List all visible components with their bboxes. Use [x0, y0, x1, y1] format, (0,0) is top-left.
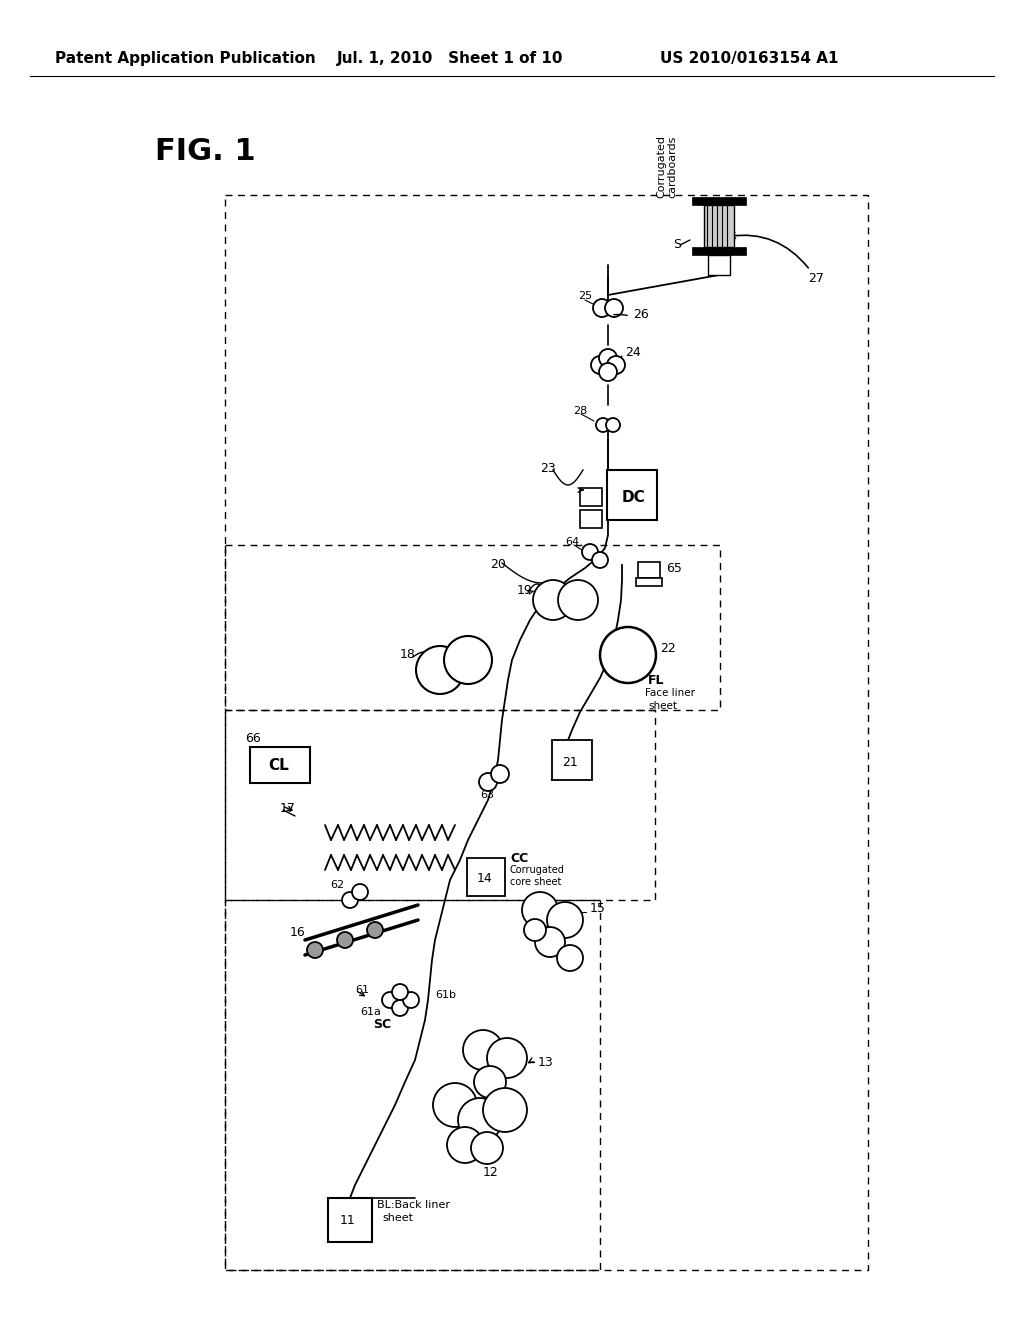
Circle shape [444, 636, 492, 684]
Text: 18: 18 [400, 648, 416, 661]
Bar [467, 858, 505, 896]
Text: FL: FL [648, 673, 665, 686]
Text: 62: 62 [330, 880, 344, 890]
Text: Jul. 1, 2010   Sheet 1 of 10: Jul. 1, 2010 Sheet 1 of 10 [337, 50, 563, 66]
Circle shape [342, 892, 358, 908]
Circle shape [557, 945, 583, 972]
Text: sheet: sheet [648, 701, 677, 711]
Text: core sheet: core sheet [510, 876, 561, 887]
Circle shape [337, 932, 353, 948]
Text: 24: 24 [625, 346, 641, 359]
Text: 65: 65 [666, 561, 682, 574]
Circle shape [487, 1038, 527, 1078]
Circle shape [458, 1098, 502, 1142]
Text: FIG. 1: FIG. 1 [155, 137, 256, 166]
Text: 12: 12 [483, 1166, 499, 1179]
Text: S: S [673, 239, 681, 252]
Text: 14: 14 [477, 871, 493, 884]
Bar [580, 510, 602, 528]
Circle shape [490, 766, 509, 783]
Bar [705, 205, 734, 247]
Text: 25: 25 [578, 290, 592, 301]
Circle shape [599, 363, 617, 381]
Bar [708, 255, 730, 275]
Bar [636, 578, 662, 586]
Circle shape [479, 774, 497, 791]
Circle shape [433, 1082, 477, 1127]
Circle shape [392, 1001, 408, 1016]
Circle shape [607, 356, 625, 374]
Circle shape [606, 418, 620, 432]
Text: 19: 19 [517, 583, 532, 597]
Circle shape [547, 902, 583, 939]
Circle shape [593, 300, 611, 317]
Text: BL:Back liner: BL:Back liner [377, 1200, 450, 1210]
Text: SC: SC [373, 1019, 391, 1031]
Bar [638, 562, 660, 578]
Text: Patent Application Publication: Patent Application Publication [55, 50, 315, 66]
Circle shape [474, 1067, 506, 1098]
Circle shape [352, 884, 368, 900]
Bar [250, 747, 310, 783]
Circle shape [592, 552, 608, 568]
Circle shape [582, 544, 598, 560]
Circle shape [524, 919, 546, 941]
Bar [580, 488, 602, 506]
Text: US 2010/0163154 A1: US 2010/0163154 A1 [660, 50, 839, 66]
Text: 61: 61 [355, 985, 369, 995]
Text: CL: CL [268, 758, 289, 772]
Text: 66: 66 [245, 731, 261, 744]
Bar [692, 197, 746, 205]
Circle shape [605, 300, 623, 317]
Text: 61a: 61a [360, 1007, 381, 1016]
Circle shape [522, 892, 558, 928]
Circle shape [307, 942, 323, 958]
Circle shape [596, 418, 610, 432]
Text: CC: CC [510, 851, 528, 865]
Circle shape [463, 1030, 503, 1071]
Text: Corrugated
cardboards: Corrugated cardboards [656, 135, 678, 198]
Text: 16: 16 [290, 927, 306, 940]
Circle shape [599, 348, 617, 367]
Bar [328, 1199, 372, 1242]
Text: 21: 21 [562, 755, 578, 768]
Bar [552, 741, 592, 780]
Circle shape [600, 627, 656, 682]
Text: 28: 28 [573, 407, 587, 416]
Text: 63: 63 [480, 789, 494, 800]
Circle shape [382, 993, 398, 1008]
Text: 61b: 61b [435, 990, 456, 1001]
Bar [692, 247, 746, 255]
Text: 13: 13 [538, 1056, 554, 1068]
Text: 64: 64 [565, 537, 580, 546]
Circle shape [483, 1088, 527, 1133]
Text: Corrugated: Corrugated [510, 865, 565, 875]
Circle shape [416, 645, 464, 694]
Circle shape [591, 356, 609, 374]
Text: Face liner: Face liner [645, 688, 695, 698]
Text: 15: 15 [590, 902, 606, 915]
Text: DC: DC [622, 490, 646, 504]
Text: sheet: sheet [382, 1213, 413, 1224]
Circle shape [403, 993, 419, 1008]
Circle shape [471, 1133, 503, 1164]
Text: 26: 26 [633, 309, 649, 322]
Circle shape [534, 579, 573, 620]
Text: 20: 20 [490, 558, 506, 572]
Circle shape [392, 983, 408, 1001]
Circle shape [558, 579, 598, 620]
Bar [607, 470, 657, 520]
Circle shape [535, 927, 565, 957]
Circle shape [367, 921, 383, 939]
Text: 17: 17 [280, 801, 296, 814]
Circle shape [447, 1127, 483, 1163]
Text: 22: 22 [660, 642, 676, 655]
Text: 11: 11 [340, 1214, 355, 1228]
Text: 27: 27 [808, 272, 824, 285]
Text: 23: 23 [540, 462, 556, 474]
